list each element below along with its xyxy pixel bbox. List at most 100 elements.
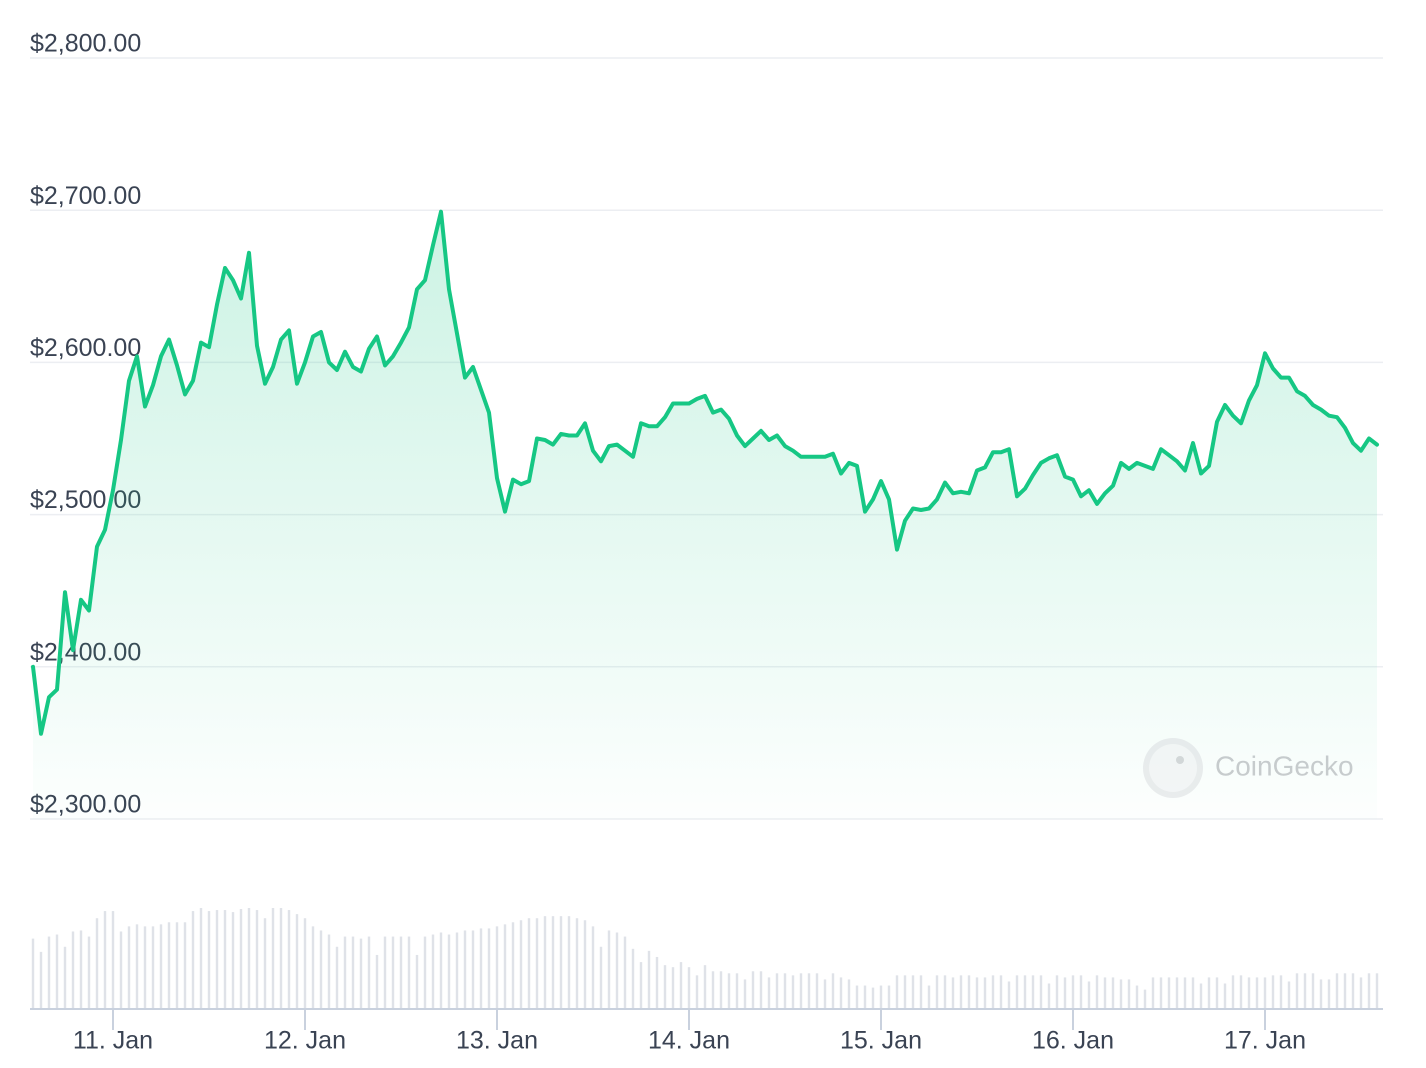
volume-bar xyxy=(1343,973,1347,1008)
volume-bar xyxy=(607,930,611,1008)
volume-bar xyxy=(263,918,267,1008)
volume-bar xyxy=(967,975,971,1008)
volume-bar xyxy=(1311,973,1315,1008)
volume-bar xyxy=(391,936,395,1008)
volume-bar xyxy=(1103,977,1107,1008)
volume-bar xyxy=(1271,975,1275,1008)
x-tick-label: 14. Jan xyxy=(648,1027,730,1055)
volume-bar xyxy=(399,936,403,1008)
volume-bar xyxy=(543,916,547,1008)
volume-bar xyxy=(519,920,523,1008)
volume-bar xyxy=(383,936,387,1008)
volume-bar xyxy=(1295,973,1299,1008)
volume-bar xyxy=(1303,973,1307,1008)
volume-bar xyxy=(631,948,635,1008)
volume-bar xyxy=(439,932,443,1008)
volume-bar xyxy=(559,916,563,1008)
volume-bar xyxy=(335,946,339,1008)
volume-bar xyxy=(599,946,603,1008)
x-tick-label: 13. Jan xyxy=(456,1027,538,1055)
volume-bar xyxy=(591,926,595,1008)
volume-bar xyxy=(727,973,731,1008)
volume-bar xyxy=(1375,973,1379,1008)
volume-bar xyxy=(567,916,571,1008)
watermark: CoinGecko xyxy=(1143,738,1354,798)
volume-bar xyxy=(1063,977,1067,1008)
volume-bar xyxy=(167,922,171,1008)
volume-bar xyxy=(527,918,531,1008)
volume-bar xyxy=(895,975,899,1008)
volume-bar xyxy=(775,973,779,1008)
volume-bar xyxy=(215,910,219,1008)
volume-bar xyxy=(79,930,83,1008)
volume-bar xyxy=(847,979,851,1008)
volume-bar xyxy=(1207,977,1211,1008)
volume-bar xyxy=(1135,985,1139,1008)
volume-bar xyxy=(351,936,355,1008)
volume-bar xyxy=(103,911,107,1008)
x-tick-label: 11. Jan xyxy=(73,1027,153,1055)
volume-bar xyxy=(679,962,683,1008)
x-tick-label: 15. Jan xyxy=(840,1027,922,1055)
volume-bar xyxy=(191,911,195,1008)
volume-bar xyxy=(951,977,955,1008)
volume-bar xyxy=(1247,977,1251,1008)
volume-bar xyxy=(551,916,555,1008)
volume-bar xyxy=(1255,977,1259,1008)
volume-bar xyxy=(159,924,163,1008)
volume-bar xyxy=(535,918,539,1008)
volume-bar xyxy=(1071,975,1075,1008)
volume-bar xyxy=(279,908,283,1008)
volume-bar xyxy=(1143,989,1147,1008)
volume-bar xyxy=(1287,981,1291,1008)
volume-bar xyxy=(455,932,459,1008)
volume-bar xyxy=(839,977,843,1008)
volume-bar xyxy=(1359,977,1363,1008)
y-tick-label: $2,800.00 xyxy=(30,30,141,58)
volume-bar xyxy=(95,918,99,1008)
y-tick-label: $2,600.00 xyxy=(30,334,141,362)
volume-bar xyxy=(247,908,251,1008)
volume-bar xyxy=(1047,983,1051,1008)
volume-bar xyxy=(575,918,579,1008)
volume-bar xyxy=(1215,977,1219,1008)
volume-bar xyxy=(1351,973,1355,1008)
volume-bar xyxy=(943,975,947,1008)
volume-bar xyxy=(1127,979,1131,1008)
volume-bar xyxy=(447,934,451,1008)
volume-bar xyxy=(127,926,131,1008)
volume-bar xyxy=(111,911,115,1008)
volume-bar xyxy=(271,908,275,1008)
volume-bar xyxy=(55,934,59,1008)
volume-bar xyxy=(135,924,139,1008)
logo-inner xyxy=(1149,744,1197,792)
volume-bar xyxy=(223,910,227,1008)
volume-bar xyxy=(927,985,931,1008)
volume-bar xyxy=(1151,977,1155,1008)
volume-bar xyxy=(983,977,987,1008)
logo-circle xyxy=(1143,738,1203,798)
volume-bar xyxy=(855,985,859,1008)
volume-bar xyxy=(703,965,707,1008)
volume-bar xyxy=(743,979,747,1008)
volume-bar xyxy=(639,962,643,1008)
volume-bar xyxy=(935,975,939,1008)
volume-bar xyxy=(663,965,667,1008)
volume-bar xyxy=(687,967,691,1008)
volume-bar xyxy=(31,938,35,1008)
volume-bar xyxy=(199,908,203,1008)
volume-bar xyxy=(871,987,875,1008)
volume-bar xyxy=(975,977,979,1008)
volume-bar xyxy=(183,922,187,1008)
volume-bar xyxy=(1263,977,1267,1008)
volume-bar xyxy=(327,934,331,1008)
price-area xyxy=(33,211,1377,819)
volume-bar xyxy=(887,985,891,1008)
volume-bar xyxy=(119,931,123,1008)
volume-bar xyxy=(407,936,411,1008)
volume-bar xyxy=(495,926,499,1008)
volume-bar xyxy=(783,973,787,1008)
volume-bar xyxy=(583,920,587,1008)
volume-bar xyxy=(991,975,995,1008)
